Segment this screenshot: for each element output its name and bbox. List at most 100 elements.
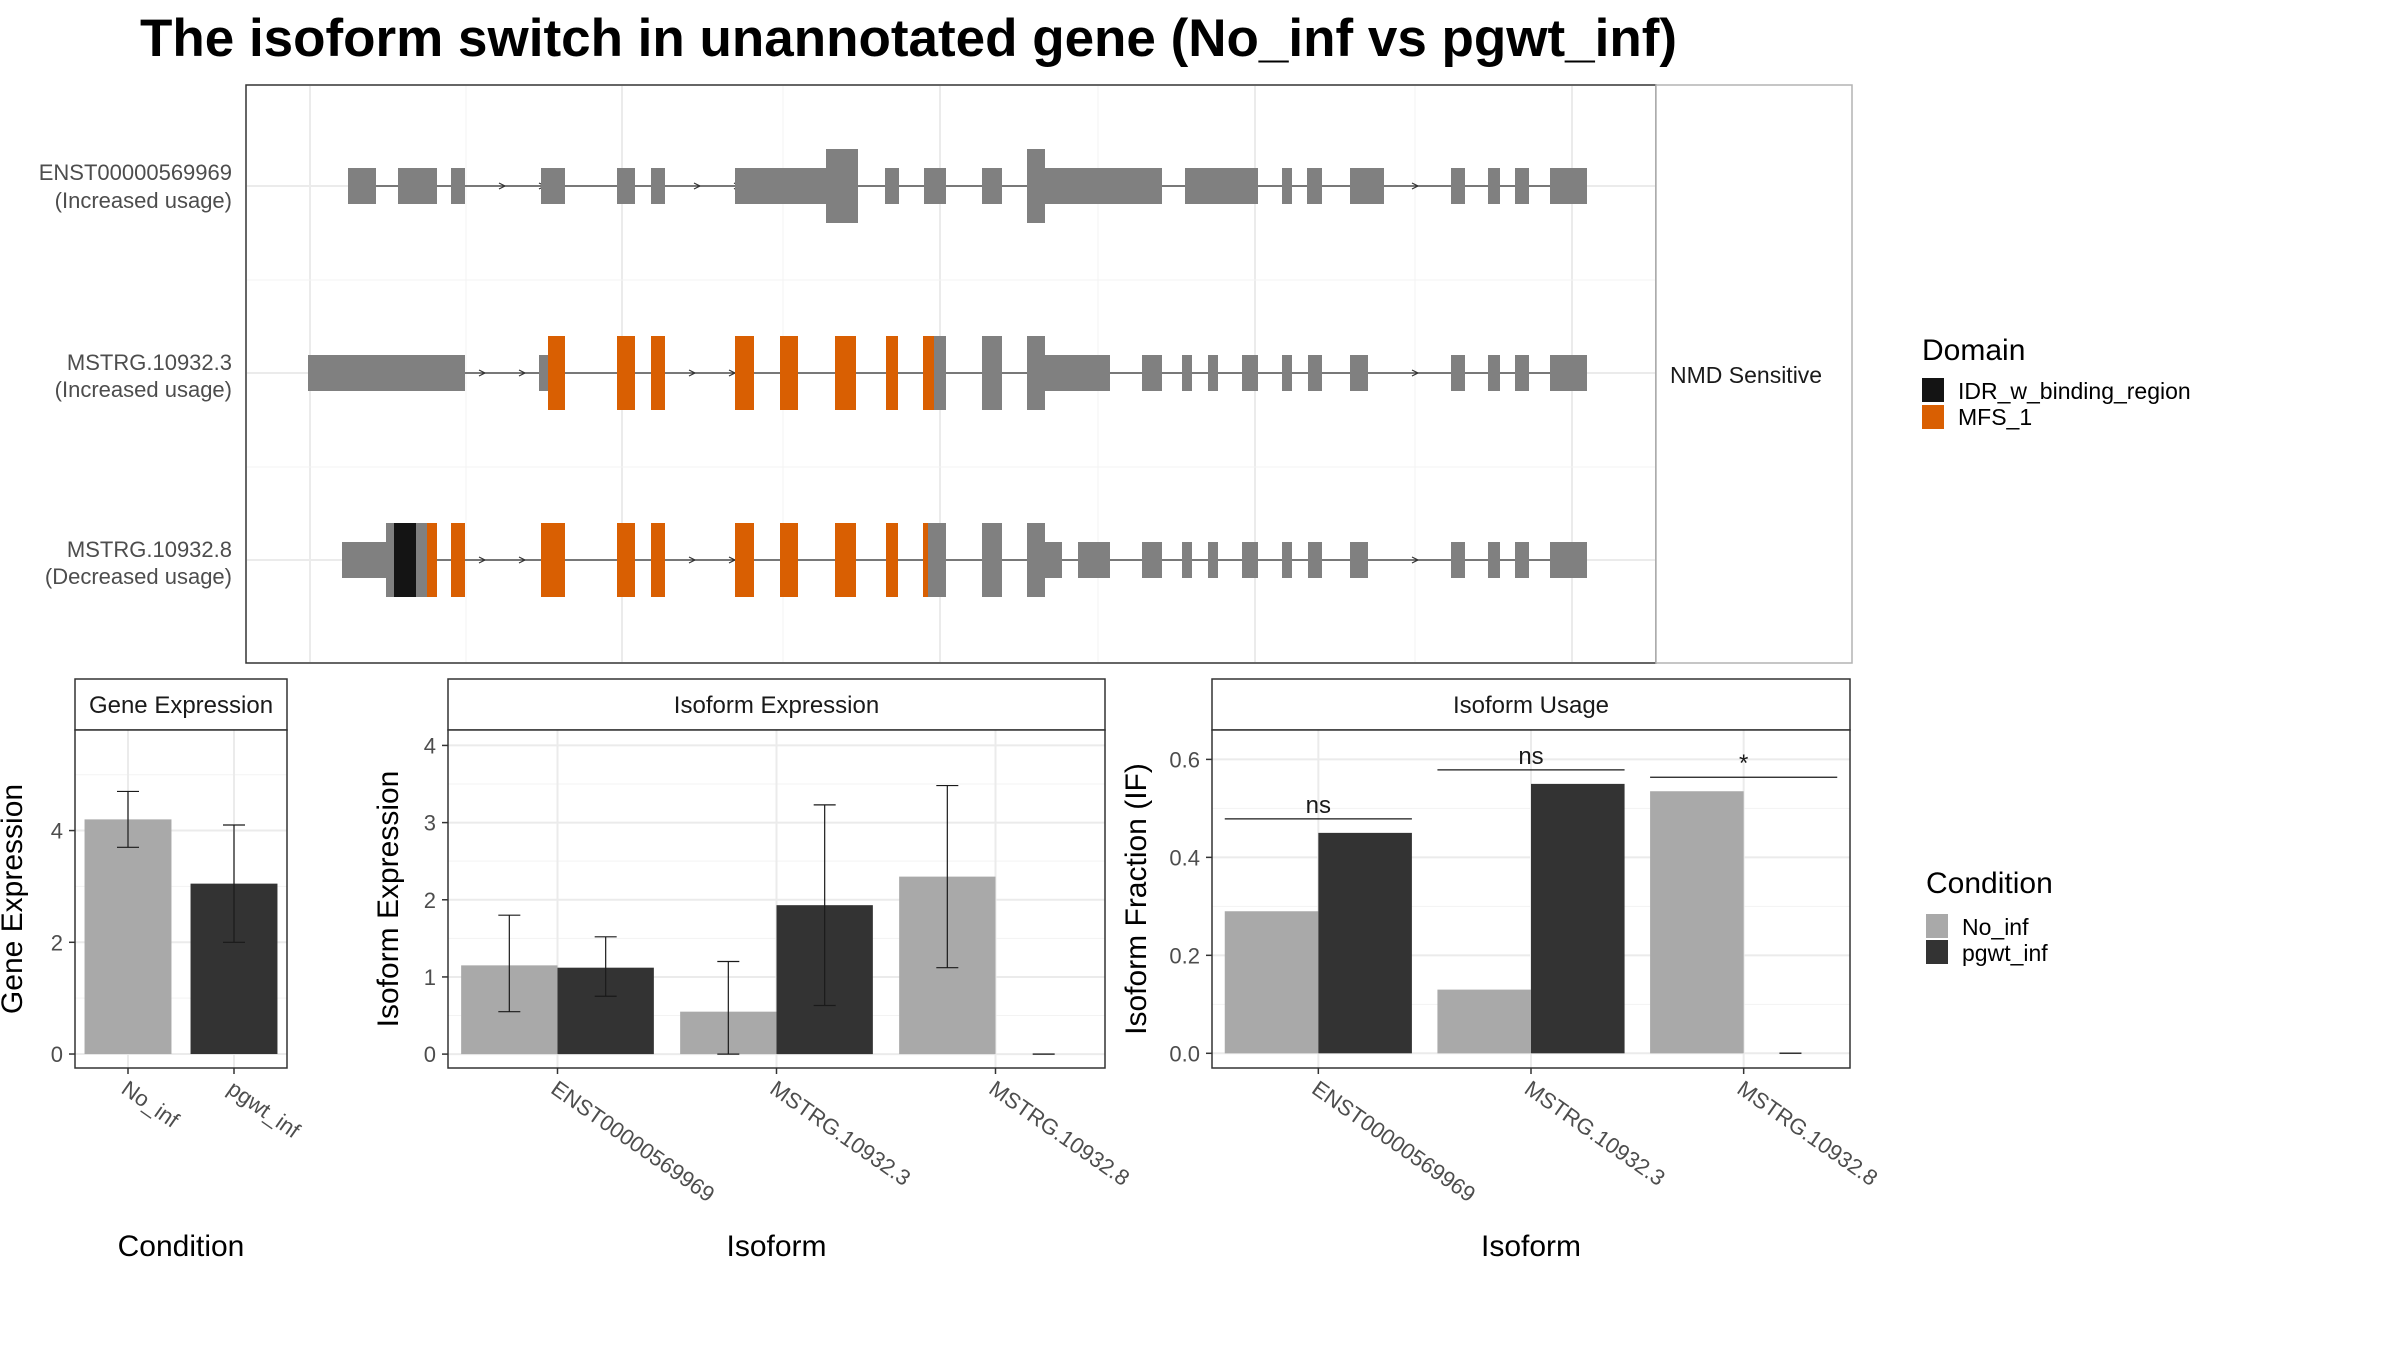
coding-exon-block xyxy=(1027,336,1045,410)
utr-exon-block xyxy=(1350,542,1368,578)
utr-exon-block xyxy=(1045,168,1162,204)
utr-exon-block xyxy=(1282,355,1292,391)
utr-exon-block xyxy=(308,355,465,391)
utr-exon-block xyxy=(1182,355,1192,391)
mfs-domain-block xyxy=(923,336,934,410)
idr-domain-block xyxy=(394,523,416,597)
y-tick-label: 3 xyxy=(424,811,436,836)
mfs-domain-block xyxy=(541,523,565,597)
mfs-domain-block xyxy=(835,523,856,597)
utr-exon-block xyxy=(1488,168,1500,204)
utr-exon-block xyxy=(451,168,465,204)
utr-exon-block xyxy=(398,168,437,204)
isoform-usage-label: (Increased usage) xyxy=(55,377,232,402)
utr-exon-block xyxy=(617,168,635,204)
utr-exon-block xyxy=(1045,542,1062,578)
utr-exon-block xyxy=(735,168,826,204)
utr-exon-block xyxy=(1451,542,1465,578)
coding-exon-block xyxy=(1027,523,1045,597)
utr-exon-block xyxy=(541,168,565,204)
mfs-domain-block xyxy=(548,336,565,410)
bar xyxy=(1437,989,1531,1054)
x-tick-label: ENST00000569969 xyxy=(1307,1076,1480,1207)
facet-strip-label: Isoform Expression xyxy=(674,692,879,719)
y-axis-title: Gene Expression xyxy=(0,784,29,1014)
utr-exon-block xyxy=(1142,355,1162,391)
strand-arrow-icon xyxy=(518,369,527,377)
coding-exon-block xyxy=(539,355,548,391)
bar xyxy=(1224,911,1319,1054)
significance-label: ns xyxy=(1518,743,1543,770)
legend-key-no-inf xyxy=(1926,914,1948,938)
utr-exon-block xyxy=(1350,168,1384,204)
coding-exon-block xyxy=(982,523,1002,597)
strand-arrow-icon xyxy=(478,369,487,377)
utr-exon-block xyxy=(1208,542,1218,578)
bar-chart-isoform-usage: Isoform Usage 0.0 0.2 0.4 0.6 ns ns * ENST000005… xyxy=(1120,678,1883,1263)
x-tick-label: ENST00000569969 xyxy=(547,1076,720,1207)
mfs-domain-block xyxy=(923,523,928,597)
facet-strip xyxy=(1211,678,1851,731)
utr-exon-block xyxy=(348,168,376,204)
x-axis-title: Isoform xyxy=(1481,1230,1581,1263)
structure-side-strip xyxy=(1655,84,1853,664)
y-tick-label: 0 xyxy=(51,1042,63,1067)
facet-strip-label: Isoform Usage xyxy=(1453,692,1609,719)
isoform-name-label: ENST00000569969 xyxy=(39,160,232,185)
utr-exon-block xyxy=(1078,542,1110,578)
utr-exon-block xyxy=(1550,355,1587,391)
strand-arrow-icon xyxy=(498,182,507,190)
strand-arrow-icon xyxy=(688,556,697,564)
domain-legend: Domain IDR_w_binding_region MFS_1 xyxy=(1922,334,2191,430)
x-tick-label: MSTRG.10932.8 xyxy=(985,1076,1135,1191)
legend-label-mfs: MFS_1 xyxy=(1958,404,2032,430)
utr-exon-block xyxy=(885,168,899,204)
isoform-name-label: MSTRG.10932.8 xyxy=(67,537,232,562)
utr-exon-block xyxy=(1488,542,1500,578)
utr-exon-block xyxy=(1282,168,1292,204)
mfs-domain-block xyxy=(735,523,754,597)
utr-exon-block xyxy=(1308,355,1322,391)
figure-title: The isoform switch in unannotated gene (… xyxy=(140,9,1677,68)
utr-exon-block xyxy=(1307,168,1322,204)
y-tick-label: 2 xyxy=(51,930,63,955)
facet-strip xyxy=(74,678,288,731)
y-tick-label: 4 xyxy=(424,733,436,758)
plot-panel-border xyxy=(74,729,288,1069)
mfs-domain-block xyxy=(780,336,798,410)
utr-exon-block xyxy=(1045,355,1110,391)
x-tick-label: pgwt_inf xyxy=(223,1076,305,1144)
x-tick-label: MSTRG.10932.3 xyxy=(766,1076,916,1191)
domain-legend-title: Domain xyxy=(1922,334,2025,367)
utr-exon-block xyxy=(1142,542,1162,578)
utr-exon-block xyxy=(1308,542,1322,578)
utr-exon-block xyxy=(1282,542,1292,578)
legend-label-no-inf: No_inf xyxy=(1962,914,2029,940)
utr-exon-block xyxy=(342,542,386,578)
utr-exon-block xyxy=(651,168,665,204)
utr-exon-block xyxy=(982,168,1002,204)
mfs-domain-block xyxy=(735,336,754,410)
utr-exon-block xyxy=(1515,355,1529,391)
x-axis-title: Condition xyxy=(118,1230,245,1263)
coding-exon-block xyxy=(386,523,394,597)
utr-exon-block xyxy=(1182,542,1192,578)
mfs-domain-block xyxy=(886,523,898,597)
y-tick-label: 0 xyxy=(424,1042,436,1067)
mfs-domain-block xyxy=(651,336,665,410)
bar-chart-gene-expression: Gene Expression 0 2 4 No_inf pgwt_inf Gene Exp… xyxy=(0,678,305,1263)
condition-legend-title: Condition xyxy=(1926,867,2053,900)
y-tick-label: 0.4 xyxy=(1169,845,1200,870)
utr-exon-block xyxy=(1515,542,1529,578)
mfs-domain-block xyxy=(780,523,798,597)
significance-label: ns xyxy=(1306,792,1331,819)
x-tick-label: MSTRG.10932.3 xyxy=(1520,1076,1670,1191)
facet-strip xyxy=(447,678,1106,731)
mfs-domain-block xyxy=(835,336,856,410)
utr-exon-block xyxy=(1550,168,1587,204)
nmd-sensitive-label: NMD Sensitive xyxy=(1670,362,1822,388)
x-tick-label: No_inf xyxy=(117,1076,184,1133)
utr-exon-block xyxy=(1242,542,1258,578)
x-tick-label: MSTRG.10932.8 xyxy=(1733,1076,1883,1191)
y-axis-title: Isoform Fraction (IF) xyxy=(1120,763,1153,1035)
